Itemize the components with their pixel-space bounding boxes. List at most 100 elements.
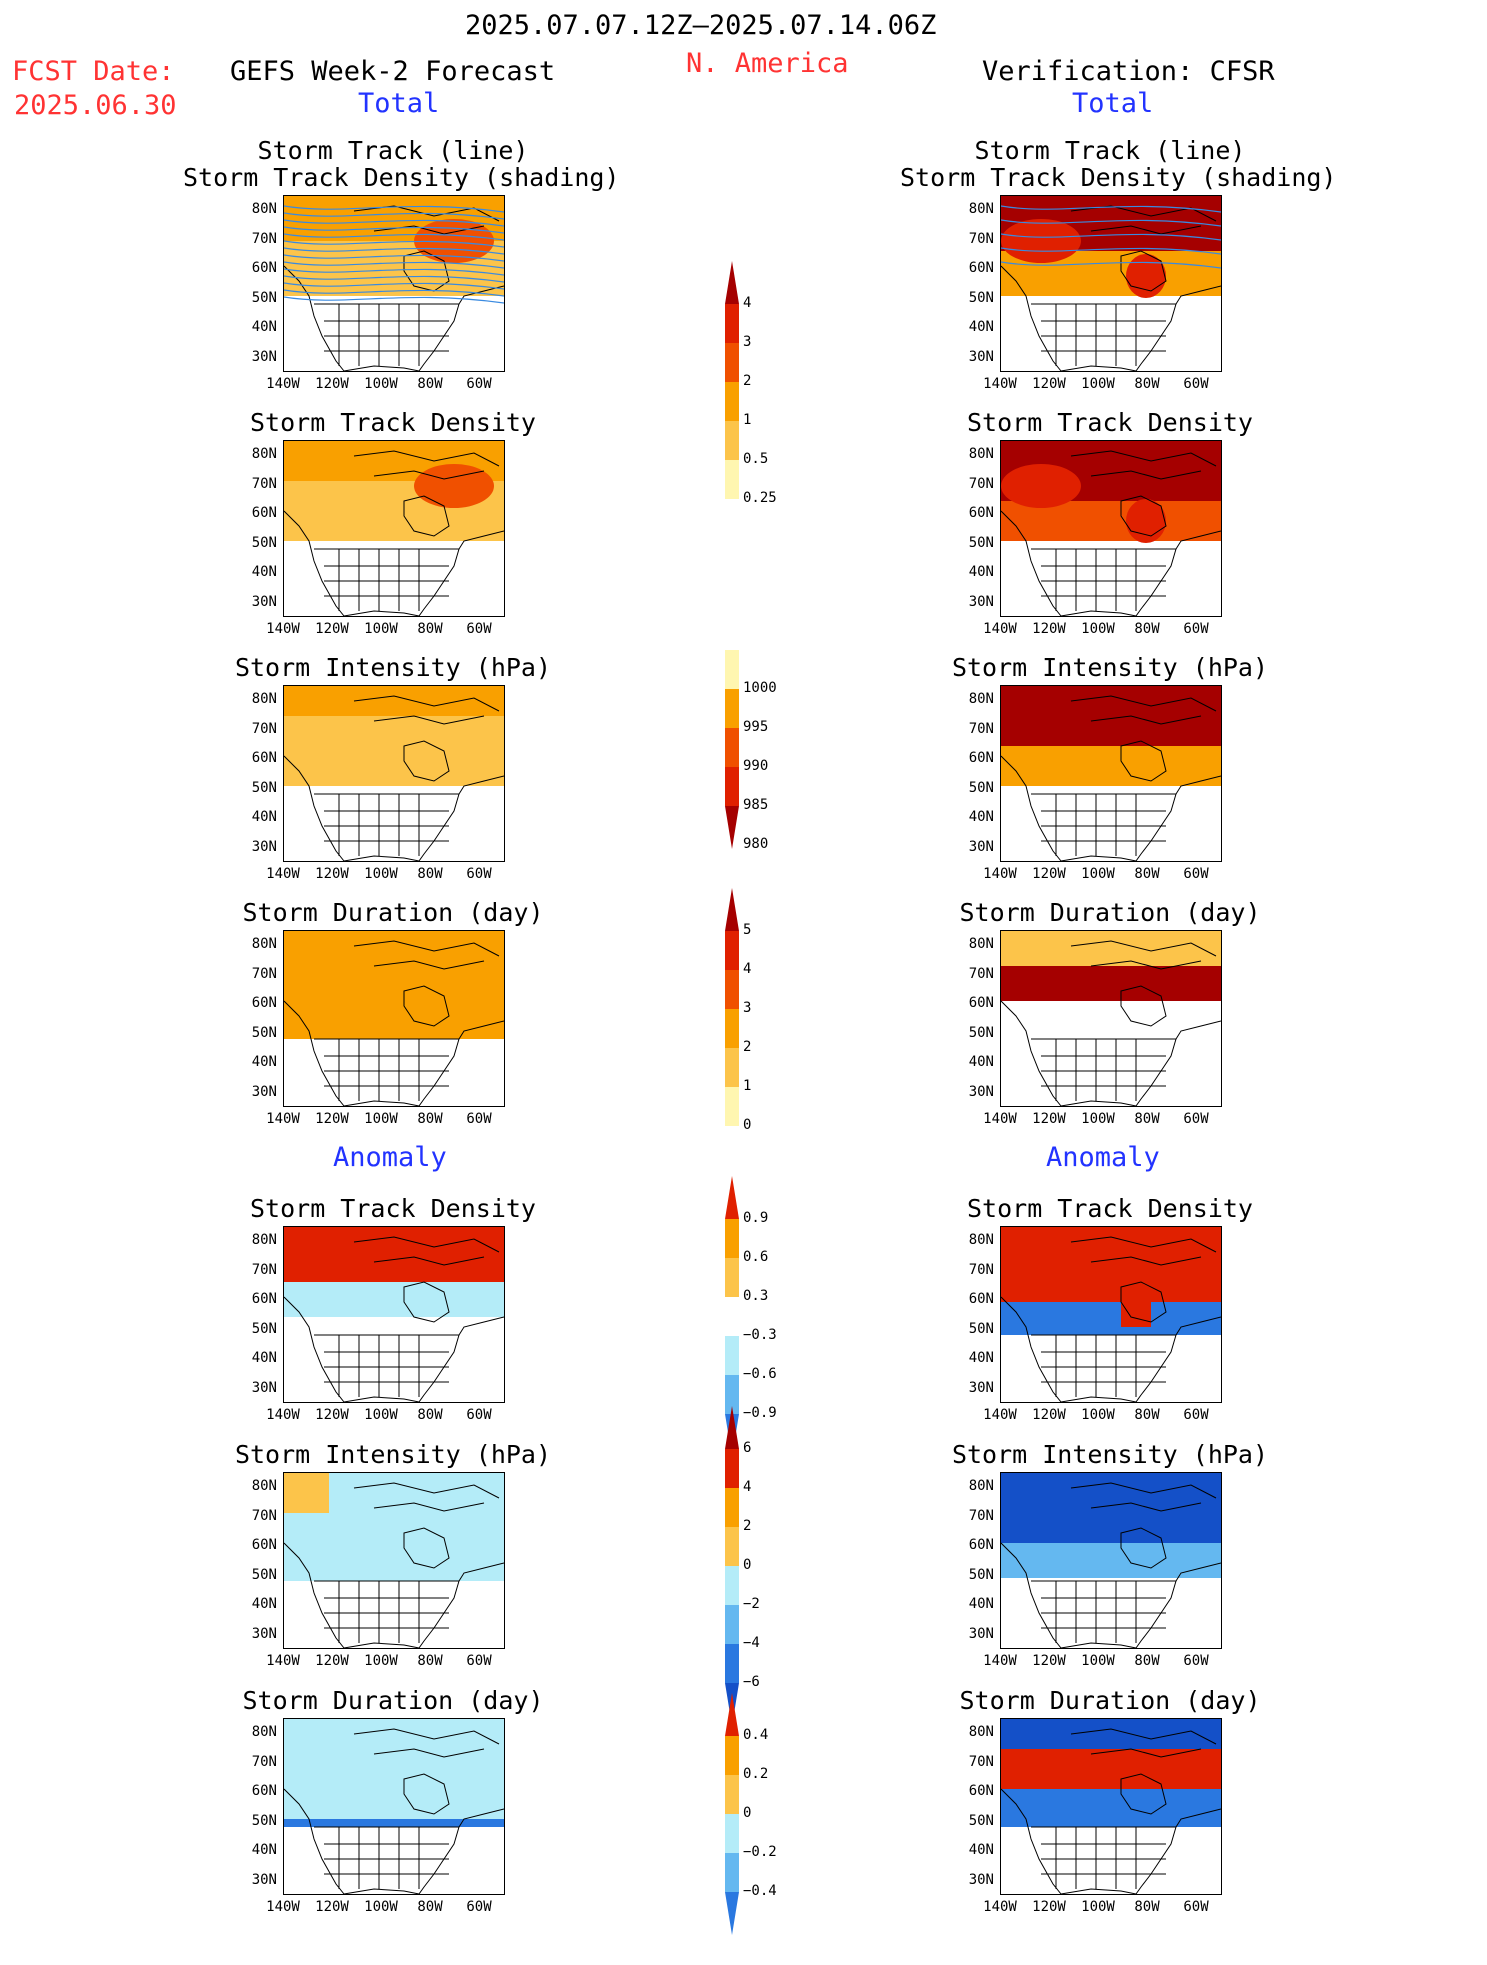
lat-tick-label: 80N [251, 201, 277, 217]
lon-tick-label: 100W [1081, 1111, 1115, 1127]
lat-tick-label: 40N [968, 1350, 994, 1366]
map-panel-fc-3 [283, 930, 505, 1107]
lon-tick-label: 140W [983, 1653, 1017, 1669]
lat-tick-label: 50N [251, 1812, 277, 1829]
lat-tick-label: 80N [251, 691, 277, 707]
lat-tick-label: 80N [968, 1232, 994, 1248]
lat-tick-label: 50N [251, 779, 277, 796]
right-anomaly-label: Anomaly [1046, 1142, 1160, 1173]
lat-tick-label: 70N [251, 720, 277, 737]
lon-tick-label: 140W [266, 1111, 300, 1127]
lon-tick-label: 80W [417, 866, 443, 882]
lon-tick-label: 120W [1032, 1407, 1066, 1423]
lat-tick-label: 60N [251, 995, 277, 1011]
lat-tick-label: 70N [251, 230, 277, 247]
lat-tick-label: 40N [251, 809, 277, 825]
lon-tick-label: 80W [1134, 621, 1160, 637]
lat-tick-label: 60N [968, 1291, 994, 1307]
lat-tick-label: 50N [968, 779, 994, 796]
colorbar-tick-label: 3 [743, 334, 752, 350]
colorbar-tick-label: −0.3 [743, 1327, 777, 1343]
lon-tick-label: 60W [466, 1407, 492, 1423]
lon-tick-label: 140W [983, 621, 1017, 637]
lon-tick-label: 100W [364, 376, 398, 392]
lat-tick-label: 60N [251, 1291, 277, 1307]
lon-tick-label: 140W [983, 1407, 1017, 1423]
lon-tick-label: 60W [1183, 1899, 1209, 1915]
colorbar-tick-label: −2 [743, 1596, 760, 1612]
lat-tick-label: 40N [251, 1596, 277, 1612]
lon-tick-label: 80W [1134, 1653, 1160, 1669]
colorbar-tick-label: 2 [743, 373, 752, 389]
lat-tick-label: 50N [251, 1320, 277, 1337]
lon-tick-label: 60W [1183, 621, 1209, 637]
map-panel-fc-5 [283, 1472, 505, 1649]
lat-tick-label: 60N [968, 1537, 994, 1553]
lat-tick-label: 70N [251, 1753, 277, 1770]
lon-tick-label: 80W [417, 376, 443, 392]
lat-tick-label: 70N [251, 965, 277, 982]
panel-title-fc-5-0: Storm Intensity (hPa) [234, 1440, 552, 1469]
colorbar-tick-label: 1000 [743, 680, 777, 696]
map-panel-ob-1 [1000, 440, 1222, 617]
map-panel-fc-6 [283, 1718, 505, 1895]
lon-tick-label: 100W [364, 866, 398, 882]
lon-tick-label: 60W [1183, 1407, 1209, 1423]
colorbar-anom_intensity [713, 1380, 753, 1756]
lat-tick-label: 30N [968, 838, 994, 855]
lat-tick-label: 30N [968, 348, 994, 365]
colorbar-tick-label: 0 [743, 1557, 752, 1573]
colorbar-anom_duration [713, 1667, 753, 1965]
lat-tick-label: 50N [251, 534, 277, 551]
colorbar-tick-label: −4 [743, 1635, 760, 1651]
map-panel-ob-0 [1000, 195, 1222, 372]
lat-tick-label: 60N [968, 995, 994, 1011]
lat-tick-label: 80N [968, 936, 994, 952]
lat-tick-label: 40N [251, 564, 277, 580]
map-panel-fc-4 [283, 1226, 505, 1403]
lon-tick-label: 140W [983, 866, 1017, 882]
lat-tick-label: 80N [968, 446, 994, 462]
lon-tick-label: 140W [266, 621, 300, 637]
colorbar-tick-label: 0.25 [743, 490, 777, 506]
lon-tick-label: 100W [1081, 621, 1115, 637]
lat-tick-label: 70N [251, 1261, 277, 1278]
lat-tick-label: 50N [251, 1024, 277, 1041]
lat-tick-label: 30N [251, 838, 277, 855]
colorbar-tick-label: 995 [743, 719, 769, 735]
lon-tick-label: 120W [1032, 621, 1066, 637]
lat-tick-label: 30N [251, 1625, 277, 1642]
lon-tick-label: 120W [315, 866, 349, 882]
lon-tick-label: 140W [266, 1653, 300, 1669]
panel-title-fc-0-1: Storm Track Density (shading) [183, 163, 620, 192]
lat-tick-label: 70N [968, 720, 994, 737]
lat-tick-label: 60N [251, 505, 277, 521]
lat-tick-label: 80N [968, 1478, 994, 1494]
lat-tick-label: 70N [251, 1507, 277, 1524]
lon-tick-label: 80W [1134, 866, 1160, 882]
colorbar-tick-label: 5 [743, 922, 752, 938]
left-anomaly-label: Anomaly [333, 1142, 447, 1173]
colorbar-tick-label: 0 [743, 1117, 752, 1133]
lat-tick-label: 50N [968, 1024, 994, 1041]
map-panel-ob-5 [1000, 1472, 1222, 1649]
panel-title-fc-0-0: Storm Track (line) [257, 136, 529, 165]
lat-tick-label: 40N [968, 809, 994, 825]
lon-tick-label: 60W [466, 621, 492, 637]
colorbar-tick-label: −0.9 [743, 1405, 777, 1421]
lon-tick-label: 60W [1183, 866, 1209, 882]
lat-tick-label: 80N [251, 1478, 277, 1494]
map-panel-fc-2 [283, 685, 505, 862]
lat-tick-label: 30N [968, 1083, 994, 1100]
lat-tick-label: 50N [968, 1812, 994, 1829]
lat-tick-label: 70N [968, 1753, 994, 1770]
colorbar-tick-label: 4 [743, 295, 752, 311]
colorbar-tick-label: 0.3 [743, 1288, 769, 1304]
lat-tick-label: 30N [968, 593, 994, 610]
lon-tick-label: 120W [1032, 376, 1066, 392]
panel-title-fc-3-0: Storm Duration (day) [242, 898, 544, 927]
lat-tick-label: 30N [251, 1083, 277, 1100]
lat-tick-label: 70N [251, 475, 277, 492]
panel-title-ob-2-0: Storm Intensity (hPa) [951, 653, 1269, 682]
panel-title-fc-2-0: Storm Intensity (hPa) [234, 653, 552, 682]
